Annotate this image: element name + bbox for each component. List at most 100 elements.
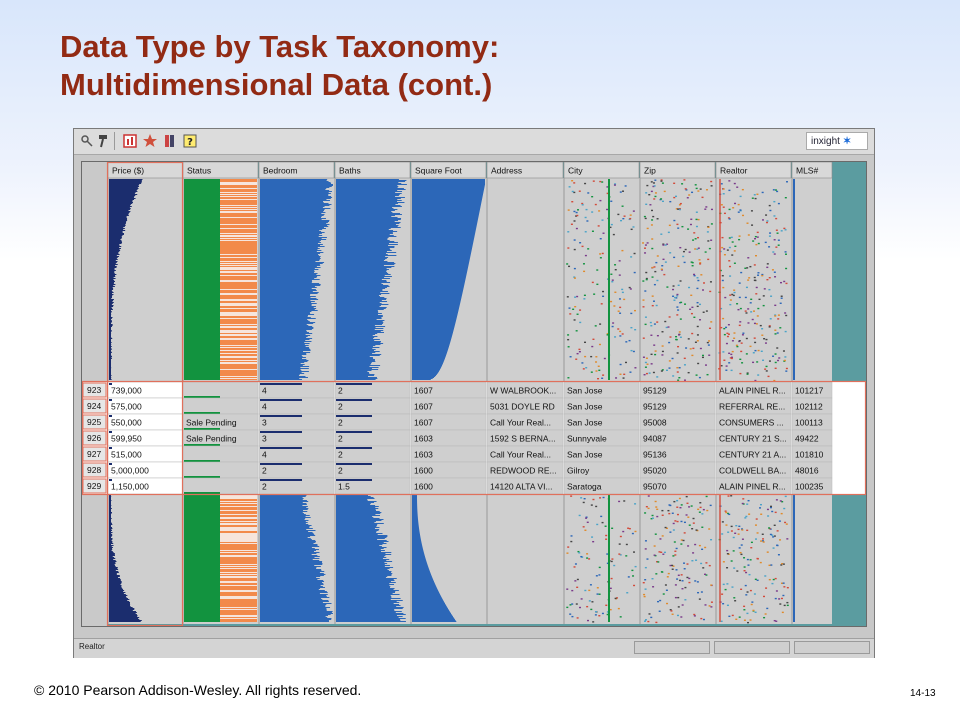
category-mark: [710, 539, 713, 541]
category-mark: [692, 552, 695, 554]
category-mark: [777, 554, 780, 556]
bedroom-bar: [260, 307, 314, 308]
status-bar-orange: [220, 316, 257, 317]
price-bar: [109, 586, 122, 587]
hammer-icon[interactable]: [96, 133, 112, 149]
column-header[interactable]: [639, 161, 716, 179]
bedroom-bar: [260, 551, 314, 552]
bookmark-icon[interactable]: [162, 133, 178, 149]
category-mark: [647, 620, 650, 623]
bedroom-bar: [260, 223, 327, 224]
pin-icon[interactable]: [79, 133, 95, 149]
status-bar-green: [184, 535, 220, 536]
column-header[interactable]: [410, 161, 487, 179]
status-bar-green: [184, 527, 220, 528]
price-bar: [109, 560, 116, 561]
status-bar-green: [184, 234, 220, 235]
category-mark: [695, 559, 698, 561]
bedroom-bar: [260, 213, 322, 214]
category-mark: [734, 532, 737, 534]
category-mark: [780, 297, 783, 299]
table-cell[interactable]: [182, 381, 259, 399]
column-header[interactable]: [563, 161, 640, 179]
category-mark: [730, 236, 733, 239]
price-bar: [109, 509, 111, 510]
baths-bar: [336, 602, 400, 603]
category-mark: [709, 281, 712, 283]
sqft-bar: [412, 259, 470, 260]
column-header[interactable]: [486, 161, 564, 179]
category-mark: [675, 338, 678, 341]
sqft-bar: [412, 591, 439, 592]
bedroom-bar: [260, 353, 307, 354]
category-mark: [750, 603, 753, 606]
status-bar-orange: [220, 575, 257, 576]
help-icon[interactable]: ?: [182, 133, 198, 149]
category-mark: [723, 333, 726, 336]
sqft-bar: [412, 616, 453, 617]
sqft-bar: [412, 503, 418, 504]
baths-bar: [336, 266, 395, 267]
category-mark: [710, 180, 713, 183]
bedroom-bar: [260, 247, 318, 248]
column-header[interactable]: [715, 161, 792, 179]
status-bar-green: [184, 361, 220, 362]
category-mark: [693, 615, 696, 617]
status-bar-green: [184, 320, 220, 321]
star-icon[interactable]: [142, 133, 158, 149]
category-mark: [727, 495, 730, 497]
table-lens-view[interactable]: Price ($) Status Bedroom Baths Square Foot Ad…: [81, 161, 867, 627]
status-bar-orange: [220, 511, 257, 512]
category-mark: [747, 308, 750, 310]
category-mark: [738, 324, 741, 327]
sqft-bar: [412, 596, 442, 597]
chart-icon[interactable]: [122, 133, 138, 149]
baths-bar: [336, 527, 380, 528]
table-cell[interactable]: [182, 397, 259, 415]
category-mark: [579, 309, 582, 311]
category-mark: [576, 352, 579, 355]
status-bar-orange: [220, 355, 257, 356]
status-bar-orange: [220, 287, 257, 288]
cell-value: 95129: [643, 402, 667, 412]
category-mark: [684, 586, 687, 589]
table-lens-canvas[interactable]: Price ($) Status Bedroom Baths Square Foot Ad…: [81, 161, 867, 627]
status-bar-orange: [220, 327, 257, 328]
column-header[interactable]: [258, 161, 335, 179]
category-mark: [571, 190, 574, 193]
status-bar-orange: [220, 582, 257, 583]
price-bar: [109, 341, 111, 342]
category-mark: [656, 321, 659, 323]
cell-value: 95070: [643, 482, 667, 492]
price-bar: [109, 277, 114, 278]
status-bar-orange: [220, 337, 257, 338]
status-bar-orange: [220, 505, 257, 506]
category-mark: [646, 558, 649, 560]
category-mark: [721, 521, 724, 523]
bedroom-bar: [260, 582, 322, 583]
column-header[interactable]: [334, 161, 411, 179]
baths-bar: [336, 588, 395, 589]
category-mark: [691, 306, 694, 309]
baths-bar: [336, 226, 398, 227]
price-bar: [109, 212, 130, 213]
status-bar-green: [184, 298, 220, 299]
status-bar-green: [184, 616, 220, 617]
column-header[interactable]: [791, 161, 833, 179]
table-cell[interactable]: [182, 461, 259, 479]
category-mark: [603, 357, 606, 360]
baths-bar: [336, 525, 377, 526]
category-mark: [623, 373, 626, 376]
category-mark: [582, 368, 585, 370]
category-mark: [723, 327, 726, 330]
bedroom-bar: [260, 237, 327, 238]
category-mark: [662, 258, 665, 261]
table-cell[interactable]: [182, 445, 259, 463]
price-bar: [109, 290, 112, 291]
sqft-bar: [412, 572, 431, 573]
category-mark: [619, 312, 622, 314]
sqft-bar: [412, 319, 457, 320]
bedroom-bar: [260, 520, 309, 521]
table-cell[interactable]: [182, 477, 259, 495]
category-mark: [779, 603, 782, 605]
